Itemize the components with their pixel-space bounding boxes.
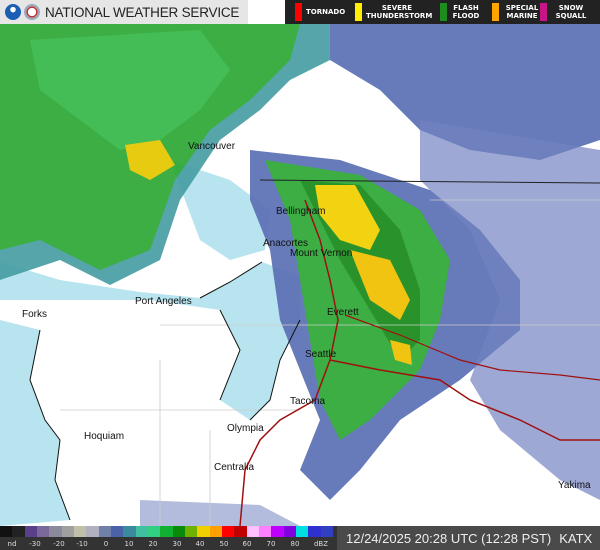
warning-snow-squall: SNOW SQUALL	[540, 0, 595, 24]
reflectivity-colorbar	[0, 526, 333, 537]
legend-tick-label: 20	[148, 540, 158, 548]
colorbar-swatch	[271, 526, 284, 537]
colorbar-swatch	[98, 526, 111, 537]
city-label-seattle: Seattle	[305, 349, 337, 360]
legend-tick-label: -20	[53, 540, 65, 548]
us-canada-border	[259, 179, 600, 184]
legend-tick-label: 80	[290, 540, 300, 548]
colorbar-swatch	[160, 526, 173, 537]
colorbar-swatch	[209, 526, 222, 537]
reflectivity-legend: nd -30 -20 -10 0 10 20 30 40 50 60 70 80 dBZ	[0, 526, 337, 550]
colorbar-swatch	[0, 526, 13, 537]
city-label-forks: Forks	[22, 309, 47, 320]
city-label-hoquiam: Hoquiam	[84, 431, 125, 442]
city-label-tacoma: Tacoma	[290, 396, 326, 407]
city-label-yakima: Yakima	[558, 480, 591, 491]
legend-tick-label: 60	[242, 540, 252, 548]
colorbar-swatch	[135, 526, 148, 537]
colorbar-swatch	[184, 526, 198, 537]
city-label-anacortes: Anacortes	[263, 238, 309, 249]
legend-tick-label: nd	[7, 540, 17, 548]
severe-thunderstorm-swatch	[355, 3, 362, 21]
legend-tick-label: 30	[172, 540, 182, 548]
city-label-bellingham: Bellingham	[276, 206, 326, 217]
colorbar-swatch	[234, 526, 247, 537]
strait-of-georgia	[170, 160, 270, 260]
colorbar-swatch	[147, 526, 161, 537]
flash-flood-swatch	[440, 3, 447, 21]
colorbar-swatch	[12, 526, 25, 537]
noaa-logo-icon	[5, 4, 21, 20]
legend-tick-label: -10	[76, 540, 88, 548]
legend-tick-label: 50	[219, 540, 229, 548]
warning-tornado: TORNADO	[295, 0, 345, 24]
warning-flash-flood: FLASH FLOOD	[440, 0, 485, 24]
timestamp: 12/24/2025 20:28 UTC (12:28 PST)	[346, 530, 552, 546]
radar-station: KATX	[559, 530, 593, 546]
county-lines	[60, 199, 600, 525]
legend-tick-label: 40	[195, 540, 205, 548]
colorbar-swatch	[73, 526, 87, 537]
colorbar-swatch	[283, 526, 296, 537]
colorbar-swatch	[123, 526, 136, 537]
legend-tick-label: 10	[124, 540, 134, 548]
snow-squall-swatch	[540, 3, 547, 21]
nws-branding[interactable]: NATIONAL WEATHER SERVICE	[0, 0, 248, 24]
city-label-vancouver: Vancouver	[188, 141, 236, 152]
coastline	[29, 261, 301, 521]
legend-tick-label: 0	[103, 540, 109, 548]
colorbar-swatch	[221, 526, 235, 537]
colorbar-swatch	[197, 526, 210, 537]
city-label-everett: Everett	[327, 307, 359, 318]
colorbar-swatch	[295, 526, 309, 537]
colorbar-swatch	[320, 526, 333, 537]
colorbar-swatch	[246, 526, 259, 537]
colorbar-swatch	[110, 526, 124, 537]
header-title: NATIONAL WEATHER SERVICE	[45, 4, 240, 20]
colorbar-swatch	[49, 526, 62, 537]
city-label-olympia: Olympia	[227, 423, 264, 434]
colorbar-swatch	[36, 526, 50, 537]
colorbar-swatch	[86, 526, 99, 537]
colorbar-swatch	[258, 526, 272, 537]
colorbar-swatch	[308, 526, 321, 537]
legend-tick-label: 70	[266, 540, 276, 548]
nws-logo-icon	[24, 4, 40, 20]
special-marine-swatch	[492, 3, 499, 21]
tornado-swatch	[295, 3, 302, 21]
timestamp-bar: 12/24/2025 20:28 UTC (12:28 PST) KATX	[337, 526, 600, 550]
strait-of-juan-de-fuca	[0, 262, 300, 420]
header-bar: NATIONAL WEATHER SERVICE TORNADO SEVERE …	[0, 0, 600, 24]
city-label-port-angeles: Port Angeles	[135, 296, 192, 307]
reflectivity-ticks: nd -30 -20 -10 0 10 20 30 40 50 60 70 80 dBZ	[0, 538, 333, 550]
city-label-mount-vernon: Mount Vernon	[290, 248, 353, 259]
interstate-5	[239, 199, 339, 527]
colorbar-swatch	[61, 526, 74, 537]
city-label-centralia: Centralia	[214, 462, 255, 473]
highway-2	[344, 314, 600, 381]
legend-tick-label: -30	[29, 540, 41, 548]
colorbar-swatch	[172, 526, 185, 537]
warning-legend: TORNADO SEVERE THUNDERSTORM FLASH FLOOD …	[285, 0, 600, 24]
interstate-90	[329, 359, 600, 441]
legend-tick-label: dBZ	[313, 540, 329, 548]
pacific-ocean	[0, 320, 70, 526]
warning-severe-thunderstorm: SEVERE THUNDERSTORM	[355, 0, 435, 24]
colorbar-swatch	[24, 526, 37, 537]
warning-special-marine: SPECIAL MARINE	[492, 0, 544, 24]
